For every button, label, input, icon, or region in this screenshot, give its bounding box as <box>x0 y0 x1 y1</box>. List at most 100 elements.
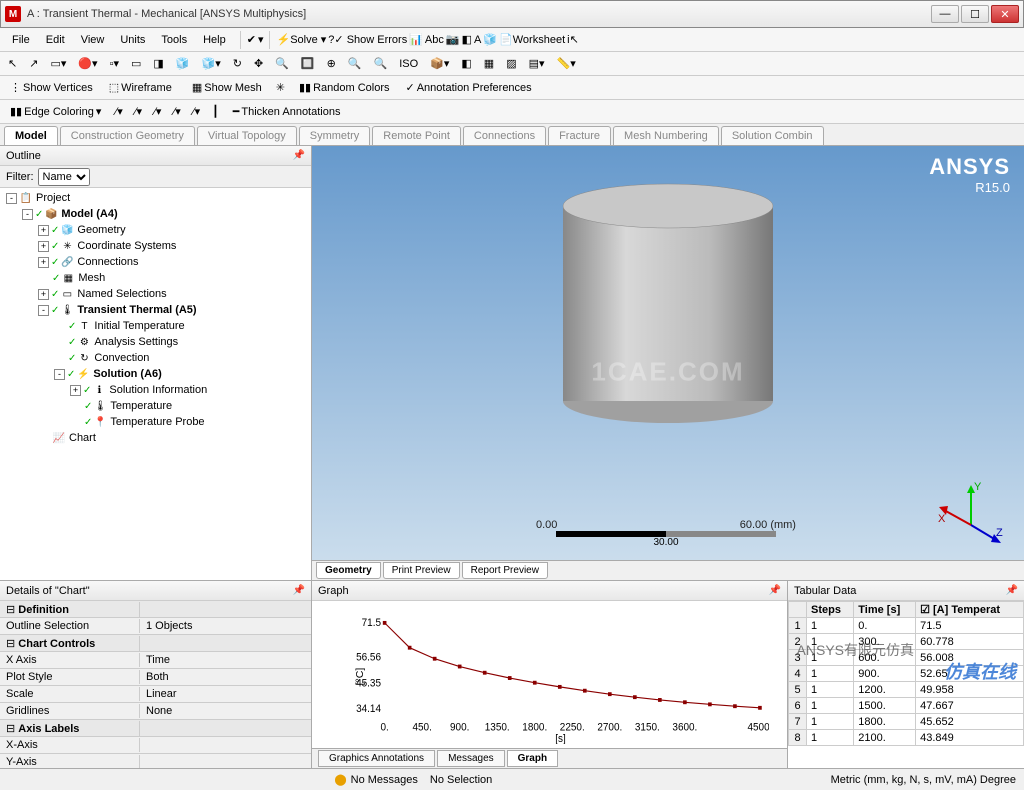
edge-opt-4[interactable]: ∕▾ <box>169 103 184 120</box>
tree-node[interactable]: ✓⚙Analysis Settings <box>2 334 309 350</box>
show-errors-button[interactable]: ?✓ Show Errors <box>328 33 407 46</box>
body-icon[interactable]: 🧊 <box>172 55 194 72</box>
show-mesh-button[interactable]: ▦ Show Mesh <box>186 79 268 96</box>
graph-tab[interactable]: Graphics Annotations <box>318 750 435 767</box>
tool-icon-6[interactable]: 🧊 <box>483 33 497 46</box>
details-row[interactable]: Y-Axis <box>0 754 311 768</box>
magnify-icon[interactable]: 🔍 <box>344 55 366 72</box>
details-row[interactable]: ScaleLinear <box>0 686 311 703</box>
tree-node[interactable]: 📈Chart <box>2 430 309 446</box>
close-button[interactable]: ✕ <box>991 5 1019 23</box>
tab-solution-combin[interactable]: Solution Combin <box>721 126 824 145</box>
viewport-tab[interactable]: Geometry <box>316 562 381 579</box>
table-row[interactable]: 812100.43.849 <box>789 730 1024 746</box>
outline-tree[interactable]: -📋Project-✓📦Model (A4)+✓🧊Geometry+✓✳Coor… <box>0 188 311 580</box>
tree-toggle[interactable]: - <box>38 305 49 316</box>
tool-icon-1[interactable]: 📊 <box>409 33 423 46</box>
menu-file[interactable]: File <box>4 31 38 49</box>
tab-fracture[interactable]: Fracture <box>548 126 611 145</box>
table-header[interactable]: ☑ [A] Temperat <box>916 602 1024 618</box>
pin-icon[interactable]: 📌 <box>293 585 305 596</box>
details-row[interactable]: Chart Controls <box>0 635 311 652</box>
tree-node[interactable]: ✓TInitial Temperature <box>2 318 309 334</box>
edge-opt-1[interactable]: ∕▾ <box>111 103 126 120</box>
pick-icon[interactable]: 🧊▾ <box>198 55 225 72</box>
details-table[interactable]: DefinitionOutline Selection1 ObjectsChar… <box>0 601 311 768</box>
wireframe-button[interactable]: ⬚ Wireframe <box>103 79 178 96</box>
table-header[interactable] <box>789 602 807 618</box>
tree-node[interactable]: +✓▭Named Selections <box>2 286 309 302</box>
zoom-box-icon[interactable]: 🔲 <box>297 55 319 72</box>
details-row[interactable]: X-Axis <box>0 737 311 754</box>
tab-virtual-topology[interactable]: Virtual Topology <box>197 126 297 145</box>
ruler-icon[interactable]: 📏▾ <box>553 55 580 72</box>
thicken-button[interactable]: ━ Thicken Annotations <box>227 103 347 120</box>
minimize-button[interactable]: — <box>931 5 959 23</box>
viewport-tab[interactable]: Print Preview <box>383 562 460 579</box>
menu-help[interactable]: Help <box>195 31 234 49</box>
menu-view[interactable]: View <box>73 31 113 49</box>
divider-icon[interactable]: ┃ <box>208 103 223 120</box>
graph-tab[interactable]: Messages <box>437 750 505 767</box>
tree-toggle[interactable]: + <box>38 257 49 268</box>
edge-opt-3[interactable]: ∕▾ <box>150 103 165 120</box>
pin-icon[interactable]: 📌 <box>1006 585 1018 596</box>
tree-node[interactable]: -✓🌡Transient Thermal (A5) <box>2 302 309 318</box>
rotate-icon[interactable]: ↻ <box>229 55 246 72</box>
tree-node[interactable]: -✓📦Model (A4) <box>2 206 309 222</box>
table-header[interactable]: Time [s] <box>854 602 916 618</box>
display-icon[interactable]: ◧ <box>457 55 475 72</box>
maximize-button[interactable]: ☐ <box>961 5 989 23</box>
pan-icon[interactable]: ✥ <box>250 55 267 72</box>
tab-construction-geometry[interactable]: Construction Geometry <box>60 126 195 145</box>
annotation-prefs-button[interactable]: ✓ Annotation Preferences <box>399 79 537 96</box>
tree-node[interactable]: +✓🧊Geometry <box>2 222 309 238</box>
tree-node[interactable]: ✓🌡Temperature <box>2 398 309 414</box>
details-row[interactable]: Axis Labels <box>0 720 311 737</box>
edge-icon[interactable]: ▭ <box>127 55 145 72</box>
tree-node[interactable]: ✓📍Temperature Probe <box>2 414 309 430</box>
triad[interactable]: Y X Z <box>936 480 1006 550</box>
viewport-tab[interactable]: Report Preview <box>462 562 548 579</box>
info-icon[interactable]: i↖ <box>567 33 579 46</box>
details-row[interactable]: Definition <box>0 601 311 618</box>
random-colors-button[interactable]: ▮▮ Random Colors <box>293 79 396 96</box>
details-row[interactable]: Plot StyleBoth <box>0 669 311 686</box>
tree-node[interactable]: -📋Project <box>2 190 309 206</box>
details-row[interactable]: GridlinesNone <box>0 703 311 720</box>
show-vertices-button[interactable]: ⋮ Show Vertices <box>4 79 99 96</box>
box-icon[interactable]: ▭▾ <box>46 55 70 72</box>
edge-coloring-button[interactable]: ▮▮ Edge Coloring ▾ <box>4 103 107 120</box>
status-messages[interactable]: ⬤ No Messages <box>334 773 418 786</box>
tab-mesh-numbering[interactable]: Mesh Numbering <box>613 126 719 145</box>
table-row[interactable]: 711800.45.652 <box>789 714 1024 730</box>
tree-toggle[interactable]: - <box>54 369 65 380</box>
edge-opt-5[interactable]: ∕▾ <box>189 103 204 120</box>
graph-area[interactable]: 34.1445.3556.5671.50.450.900.1350.1800.2… <box>312 601 787 748</box>
select-icon[interactable]: ↗ <box>25 55 42 72</box>
tree-toggle[interactable]: + <box>38 289 49 300</box>
details-row[interactable]: Outline Selection1 Objects <box>0 618 311 635</box>
viewport[interactable]: ANSYS R15.0 1CAE.COM 0.0060.00 (mm) 30.0… <box>312 146 1024 580</box>
menu-tools[interactable]: Tools <box>153 31 195 49</box>
fit-icon[interactable]: ⊕ <box>323 55 340 72</box>
slice-icon[interactable]: ▨ <box>502 55 520 72</box>
tab-model[interactable]: Model <box>4 126 58 145</box>
details-row[interactable]: X AxisTime <box>0 652 311 669</box>
tree-node[interactable]: +✓✳Coordinate Systems <box>2 238 309 254</box>
cursor-icon[interactable]: ↖ <box>4 55 21 72</box>
table-header[interactable]: Steps <box>807 602 854 618</box>
edge-opt-2[interactable]: ∕▾ <box>131 103 146 120</box>
graph-tab[interactable]: Graph <box>507 750 558 767</box>
face-icon[interactable]: ◨ <box>149 55 167 72</box>
iso-icon[interactable]: ISO <box>395 56 422 72</box>
menu-edit[interactable]: Edit <box>38 31 73 49</box>
tree-node[interactable]: ✓▦Mesh <box>2 270 309 286</box>
tree-toggle[interactable]: - <box>6 193 17 204</box>
vertex-icon[interactable]: ▫▾ <box>106 55 123 72</box>
zoom-icon[interactable]: 🔍 <box>271 55 293 72</box>
worksheet-button[interactable]: 📄Worksheet <box>499 33 565 46</box>
tool-icon-2[interactable]: Abc <box>425 34 444 46</box>
tab-connections[interactable]: Connections <box>463 126 546 145</box>
dropdown-icon[interactable]: ▾ <box>258 33 264 46</box>
